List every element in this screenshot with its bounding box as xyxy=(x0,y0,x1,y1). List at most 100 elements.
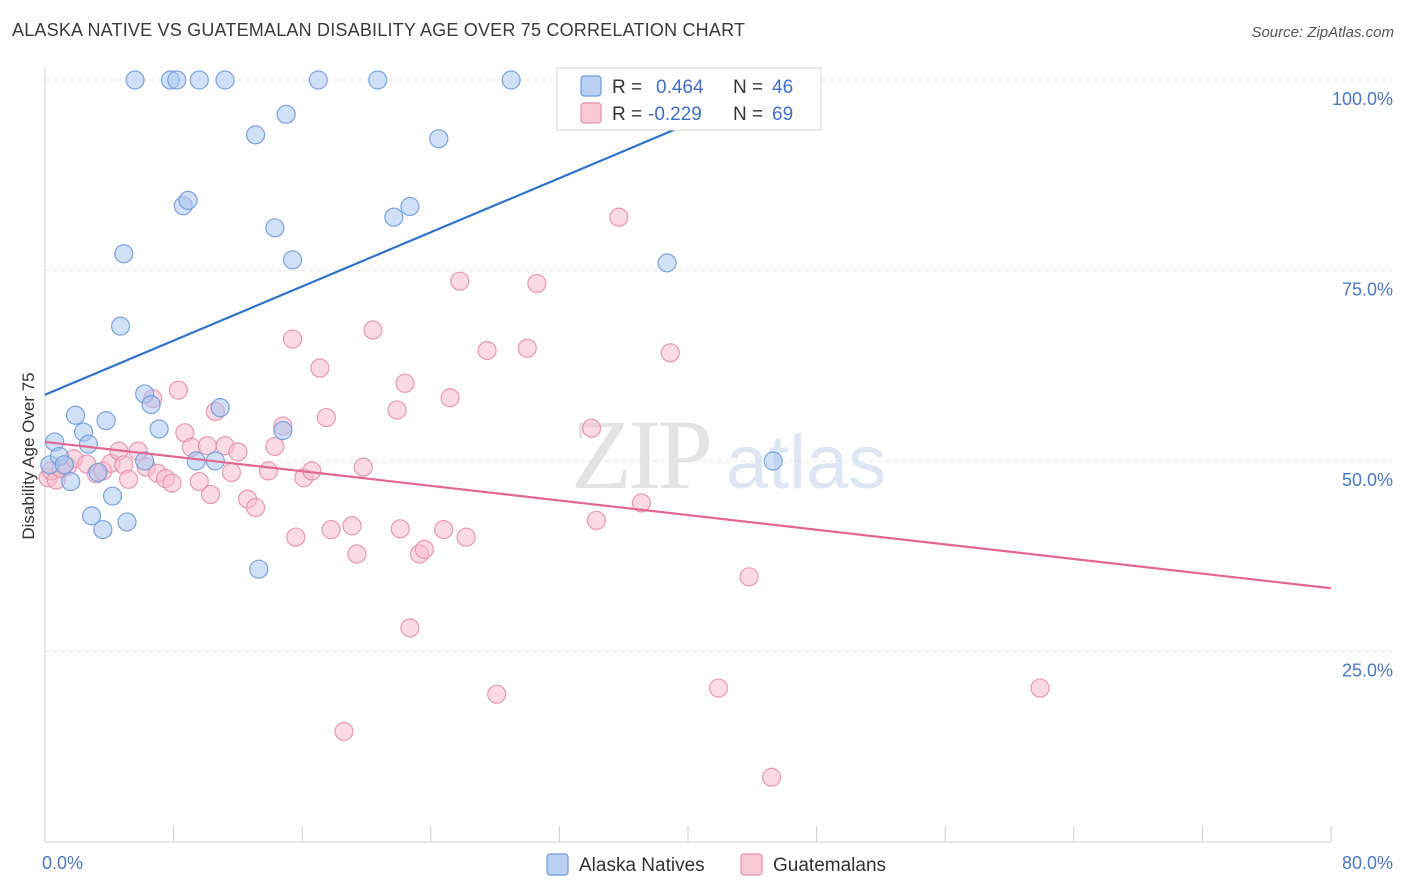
guatemalan-point xyxy=(487,684,507,704)
alaska-native-point xyxy=(384,207,404,227)
alaska-native-point xyxy=(114,244,134,264)
guatemalan-point xyxy=(456,527,476,547)
chart-title: ALASKA NATIVE VS GUATEMALAN DISABILITY A… xyxy=(12,20,746,40)
watermark-atlas: atlas xyxy=(726,420,887,505)
guatemalan-point xyxy=(168,380,189,400)
chart-source: Source: ZipAtlas.com xyxy=(1251,24,1394,41)
alaska-native-point xyxy=(273,420,293,441)
alaska-native-point xyxy=(88,462,108,483)
legend-swatch-guatemalans xyxy=(580,102,602,124)
alaska-native-point xyxy=(210,398,230,418)
guatemalan-point xyxy=(353,457,373,477)
legend-r-value-guatemalans: -0.229 xyxy=(648,104,702,125)
guatemalan-point xyxy=(434,519,454,540)
guatemalans-trend-line xyxy=(44,440,1332,590)
guatemalan-point xyxy=(286,527,306,547)
legend-n-label-guatemalans: N = xyxy=(733,104,763,125)
guatemalan-point xyxy=(316,407,336,428)
x-tick-label-max: 80.0% xyxy=(1342,853,1393,873)
alaska-native-point xyxy=(189,70,209,90)
legend-n-label-alaska: N = xyxy=(733,77,763,98)
guatemalan-point xyxy=(414,539,434,559)
alaska-native-point xyxy=(65,405,86,425)
guatemalan-point xyxy=(245,497,266,518)
alaska-native-point xyxy=(400,196,420,217)
guatemalan-point xyxy=(200,484,221,505)
guatemalan-point xyxy=(739,567,759,587)
guatemalan-point xyxy=(221,462,242,483)
alaska-native-point xyxy=(167,70,187,90)
guatemalan-point xyxy=(477,340,497,361)
guatemalan-point xyxy=(761,767,782,787)
guatemalan-point xyxy=(450,271,470,291)
alaska-native-point xyxy=(125,70,145,90)
alaska-natives-points xyxy=(40,70,783,579)
y-tick-label: 25.0% xyxy=(1342,661,1393,681)
guatemalan-point xyxy=(395,373,415,393)
alaska-native-point xyxy=(135,451,155,471)
legend-r-label-alaska: R = xyxy=(612,77,642,98)
alaska-native-point xyxy=(96,411,116,431)
grid-layer xyxy=(45,79,1392,652)
guatemalan-point xyxy=(517,338,537,358)
guatemalan-point xyxy=(708,678,729,698)
alaska-native-point xyxy=(149,419,169,439)
alaska-native-point xyxy=(368,70,388,90)
alaska-native-point xyxy=(102,486,123,506)
y-tick-label: 50.0% xyxy=(1342,470,1393,490)
correlation-legend: R = 0.464 N = 46 R = -0.229 N = 69 xyxy=(556,67,822,131)
guatemalan-point xyxy=(586,510,606,531)
y-tick-label: 100.0% xyxy=(1332,89,1393,109)
alaska-native-point xyxy=(93,519,113,540)
guatemalan-point xyxy=(440,388,460,408)
guatemalan-point xyxy=(258,461,279,481)
legend-r-value-alaska: 0.464 xyxy=(656,77,704,98)
alaska-native-point xyxy=(141,395,161,415)
alaska-native-point xyxy=(186,451,206,471)
series-legend-swatch-guatemalans xyxy=(740,853,763,876)
guatemalan-point xyxy=(581,418,602,438)
guatemalan-point xyxy=(390,519,410,539)
alaska-native-point xyxy=(249,559,269,579)
guatemalan-point xyxy=(321,519,341,540)
guatemalan-point xyxy=(342,516,362,536)
alaska-native-point xyxy=(265,218,285,238)
guatemalan-point xyxy=(334,721,354,742)
alaska-native-point xyxy=(282,250,303,270)
series-legend-label-guatemalans: Guatemalans xyxy=(773,855,886,876)
trend-lines xyxy=(44,78,1332,590)
alaska-native-point xyxy=(245,125,266,145)
y-tick-label: 75.0% xyxy=(1342,280,1393,300)
legend-n-value-guatemalans: 69 xyxy=(772,104,793,125)
alaska-native-point xyxy=(110,316,131,336)
alaska-native-point xyxy=(117,512,137,532)
guatemalan-point xyxy=(631,493,651,513)
guatemalan-point xyxy=(228,442,248,462)
series-legend: Alaska Natives Guatemalans xyxy=(546,853,886,876)
guatemalan-point xyxy=(527,273,547,294)
guatemalan-point xyxy=(1030,678,1050,698)
guatemalan-point xyxy=(609,207,629,227)
series-legend-swatch-alaska xyxy=(546,853,569,876)
guatemalan-point xyxy=(310,358,330,378)
x-tick-label-min: 0.0% xyxy=(42,853,83,873)
series-legend-label-alaska: Alaska Natives xyxy=(579,855,705,876)
guatemalan-point xyxy=(387,400,407,420)
alaska-native-point xyxy=(178,190,198,210)
guatemalans-points xyxy=(38,207,1050,787)
y-axis-title: Disability Age Over 75 xyxy=(19,372,38,539)
alaska-native-point xyxy=(54,455,74,475)
alaska-native-point xyxy=(82,506,102,526)
legend-swatch-alaska xyxy=(580,75,602,97)
alaska-native-point xyxy=(429,129,449,149)
legend-r-label-guatemalans: R = xyxy=(612,104,642,125)
guatemalan-point xyxy=(660,343,680,363)
guatemalan-point xyxy=(189,471,209,492)
alaska-native-point xyxy=(276,104,296,124)
alaska-native-point xyxy=(308,70,328,90)
alaska-natives-trend-line xyxy=(44,78,793,396)
alaska-native-point xyxy=(78,434,99,454)
alaska-native-point xyxy=(61,471,81,492)
guatemalan-point xyxy=(265,436,285,457)
legend-n-value-alaska: 46 xyxy=(772,77,793,98)
